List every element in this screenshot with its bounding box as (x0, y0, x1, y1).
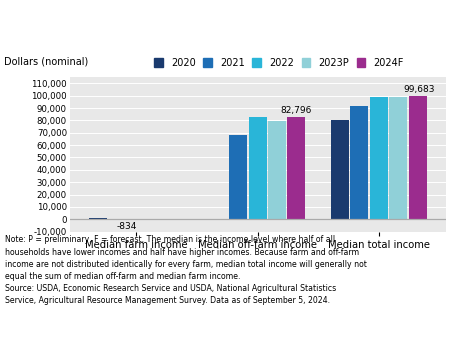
Text: Dollars (nominal): Dollars (nominal) (4, 56, 89, 66)
Text: 99,683: 99,683 (403, 85, 435, 94)
Bar (409, 96, 427, 219)
Bar (268, 121, 286, 219)
Text: 82,796: 82,796 (281, 106, 312, 115)
Bar (351, 106, 369, 219)
Bar (389, 97, 407, 219)
Text: Median farm income, off-farm income, and total income of U.S. farm
households, 2: Median farm income, off-farm income, and… (5, 11, 434, 35)
Text: Note: P = preliminary, F = forecast. The median is the income level where half o: Note: P = preliminary, F = forecast. The… (5, 236, 367, 305)
Bar (89, 218, 107, 219)
Bar (229, 135, 247, 219)
Bar (288, 117, 306, 219)
Text: -834: -834 (117, 222, 137, 231)
Bar (370, 97, 388, 219)
Legend: 2020, 2021, 2022, 2023P, 2024F: 2020, 2021, 2022, 2023P, 2024F (154, 58, 404, 68)
Bar (331, 120, 349, 219)
Bar (248, 117, 267, 219)
Bar (108, 219, 126, 220)
